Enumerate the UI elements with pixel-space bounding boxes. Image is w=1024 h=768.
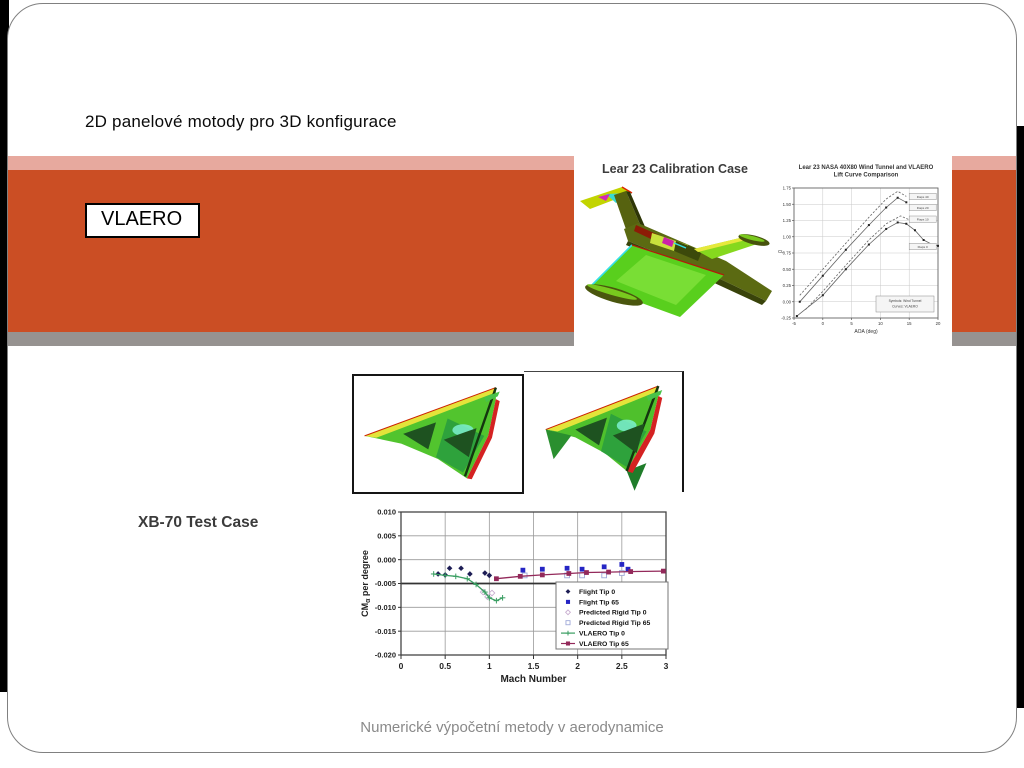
svg-text:15: 15 bbox=[907, 321, 912, 326]
slide-footer: Numerické výpočetní metody v aerodynamic… bbox=[360, 719, 664, 736]
svg-text:5: 5 bbox=[850, 321, 853, 326]
svg-text:0.010: 0.010 bbox=[377, 508, 396, 517]
svg-text:Lear 23 NASA 40X80 Wind Tunnel: Lear 23 NASA 40X80 Wind Tunnel and VLAER… bbox=[799, 165, 934, 171]
xb70-test-case-label: XB-70 Test Case bbox=[138, 514, 259, 531]
svg-text:1: 1 bbox=[487, 661, 492, 671]
xb70-tip0-image-frame bbox=[352, 374, 524, 494]
svg-text:-0.005: -0.005 bbox=[375, 579, 396, 588]
svg-text:0.5: 0.5 bbox=[439, 661, 451, 671]
vlaero-label: VLAERO bbox=[101, 208, 183, 230]
svg-text:0: 0 bbox=[399, 661, 404, 671]
backdrop-left-strip bbox=[0, 0, 9, 692]
svg-text:2: 2 bbox=[575, 661, 580, 671]
svg-text:1.75: 1.75 bbox=[783, 186, 792, 191]
svg-text:0.000: 0.000 bbox=[377, 555, 396, 564]
slide-title: 2D panelové motody pro 3D konfigurace bbox=[85, 112, 397, 131]
svg-text:0: 0 bbox=[822, 321, 825, 326]
svg-text:-0.020: -0.020 bbox=[375, 651, 396, 660]
svg-text:Flaps 10: Flaps 10 bbox=[917, 218, 929, 222]
svg-text:Flight Tip 65: Flight Tip 65 bbox=[579, 599, 619, 606]
svg-text:2.5: 2.5 bbox=[616, 661, 628, 671]
svg-text:0.50: 0.50 bbox=[783, 267, 792, 272]
svg-text:VLAERO Tip 65: VLAERO Tip 65 bbox=[579, 641, 629, 648]
svg-text:Mach Number: Mach Number bbox=[500, 674, 566, 685]
lear23-lift-curve-chart: Lear 23 NASA 40X80 Wind Tunnel and VLAER… bbox=[778, 165, 941, 335]
svg-text:Lift Curve Comparison: Lift Curve Comparison bbox=[834, 173, 899, 179]
svg-text:CL: CL bbox=[778, 249, 784, 254]
svg-text:20: 20 bbox=[936, 321, 941, 326]
svg-text:1.5: 1.5 bbox=[528, 661, 540, 671]
svg-text:Flaps 40: Flaps 40 bbox=[917, 195, 929, 199]
svg-text:1.50: 1.50 bbox=[783, 202, 792, 207]
svg-text:-5: -5 bbox=[792, 321, 796, 326]
svg-text:1.25: 1.25 bbox=[783, 218, 792, 223]
svg-text:-0.015: -0.015 bbox=[375, 627, 396, 636]
svg-text:0.75: 0.75 bbox=[783, 251, 792, 256]
svg-text:Predicted Rigid Tip 65: Predicted Rigid Tip 65 bbox=[579, 620, 650, 627]
svg-text:Flight Tip 0: Flight Tip 0 bbox=[579, 589, 615, 596]
xb70-tip0-image bbox=[364, 387, 500, 480]
svg-text:Curves: VLAERO: Curves: VLAERO bbox=[892, 304, 918, 308]
svg-text:0.25: 0.25 bbox=[783, 283, 792, 288]
vlaero-label-box: VLAERO bbox=[85, 203, 201, 238]
svg-text:-0.25: -0.25 bbox=[781, 316, 791, 321]
xb70-cma-chart: 0.0100.0050.000-0.005-0.010-0.015-0.0200… bbox=[356, 496, 686, 696]
svg-text:0.005: 0.005 bbox=[377, 531, 396, 540]
backdrop-right-strip bbox=[1014, 126, 1024, 708]
svg-text:AOA (deg): AOA (deg) bbox=[854, 329, 878, 335]
svg-text:Flaps 20: Flaps 20 bbox=[917, 206, 929, 210]
svg-text:-0.010: -0.010 bbox=[375, 603, 396, 612]
svg-text:Predicted Rigid Tip 0: Predicted Rigid Tip 0 bbox=[579, 610, 647, 617]
svg-text:Flaps 0: Flaps 0 bbox=[918, 245, 928, 249]
svg-text:CMα per degree: CMα per degree bbox=[360, 550, 372, 617]
xb70-tip65-image-frame bbox=[524, 371, 684, 492]
svg-text:1.00: 1.00 bbox=[783, 234, 792, 239]
lear23-media-panel: Lear 23 Calibration Case bbox=[574, 153, 952, 347]
xb70-tip65-image bbox=[545, 385, 663, 491]
svg-text:VLAERO Tip 0: VLAERO Tip 0 bbox=[579, 631, 625, 638]
lear23-model-image bbox=[580, 186, 772, 317]
svg-text:0.00: 0.00 bbox=[783, 299, 792, 304]
lear23-caption: Lear 23 Calibration Case bbox=[602, 162, 748, 176]
slide-page: 2D panelové motody pro 3D konfigurace VL… bbox=[7, 3, 1017, 753]
svg-text:3: 3 bbox=[664, 661, 669, 671]
svg-text:10: 10 bbox=[878, 321, 883, 326]
svg-text:Symbols: Wind Tunnel: Symbols: Wind Tunnel bbox=[889, 299, 922, 303]
